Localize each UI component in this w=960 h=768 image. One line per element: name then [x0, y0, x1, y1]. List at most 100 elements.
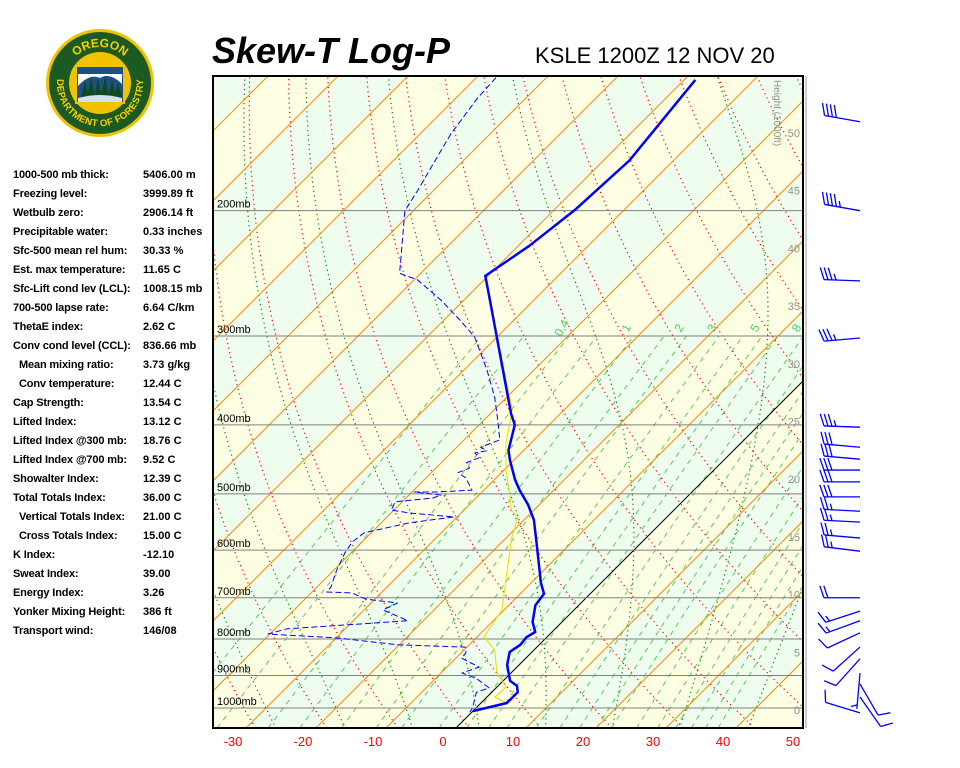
wind-barb — [819, 507, 861, 523]
mixing-ratio-line — [213, 335, 482, 674]
background-bands — [0, 76, 803, 728]
stat-label: Precipitable water: — [13, 226, 108, 238]
stat-value: 30.33 % — [143, 245, 184, 257]
mixing-ratio-line — [216, 335, 525, 728]
height-tick-label: 30 — [788, 359, 800, 371]
stat-row: Mean mixing ratio: 3.73 g/kg — [13, 359, 213, 378]
wind-barbs — [817, 102, 894, 728]
wind-barb — [859, 683, 891, 716]
isotherm — [213, 76, 549, 412]
pressure-label: 400mb — [217, 413, 251, 425]
stat-row: Conv cond level (CCL): 836.66 mb — [13, 340, 213, 359]
isotherm — [385, 310, 803, 728]
stat-label: 700-500 lapse rate: — [13, 302, 109, 314]
isobars — [213, 210, 803, 709]
stat-row: Cap Strength: 13.54 C — [13, 397, 213, 416]
dry-adiabat — [561, 76, 803, 512]
dry-adiabat — [213, 489, 328, 728]
pressure-label: 600mb — [217, 538, 251, 550]
dry-adiabat — [871, 70, 960, 728]
stat-value: 12.39 C — [143, 473, 182, 485]
sounding-series — [267, 77, 697, 713]
stat-row: Energy Index: 3.26 — [13, 587, 213, 606]
isotherm — [595, 520, 803, 728]
stat-value: 21.00 C — [143, 511, 182, 523]
temperature-band — [0, 76, 128, 728]
height-tick-label: 0 — [794, 705, 800, 717]
stat-label: Cross Totals Index: — [19, 530, 118, 542]
stat-value: 0.33 inches — [143, 226, 203, 238]
mixing-ratio-line — [705, 565, 803, 728]
stat-value: 2.62 C — [143, 321, 176, 333]
axis-labels: 200mb 300mb 400mb 500mb 600mb 700mb 800mb 900mb… — [217, 80, 804, 749]
stat-value: -12.10 — [143, 549, 175, 561]
dry-adiabat — [483, 76, 803, 643]
wind-barb — [817, 610, 861, 623]
stat-label: Lifted Index @700 mb: — [13, 454, 127, 466]
stat-label: Sweat Index: — [13, 568, 79, 580]
isotherm — [665, 590, 803, 728]
stat-label: ThetaE index: — [13, 321, 84, 333]
stat-value: 1008.15 mb — [143, 283, 203, 295]
temperature-tick-label: 0 — [439, 734, 446, 749]
stat-value: 11.65 C — [143, 264, 181, 276]
moist-adiabat — [747, 585, 803, 728]
stat-row: Est. max temperature: 11.65 C — [13, 264, 213, 283]
stat-row: Yonker Mixing Height: 386 ft — [13, 606, 213, 625]
temperature-tick-label: -30 — [224, 734, 243, 749]
stat-value: 6.64 C/km — [143, 302, 195, 314]
stat-value: 12.44 C — [143, 378, 182, 390]
dry-adiabat — [28, 70, 113, 728]
isotherm — [213, 76, 479, 342]
temperature-band — [0, 76, 198, 728]
height-tick-label: 25 — [788, 417, 800, 429]
wind-barb — [850, 672, 861, 709]
moist-adiabat — [817, 66, 960, 729]
isotherm — [0, 76, 128, 728]
wind-barb — [819, 585, 860, 599]
height-axis-label: Height (1000ft) — [771, 80, 782, 146]
mixing-ratio-line — [610, 431, 803, 728]
temperature-tick-label: -10 — [364, 734, 383, 749]
height-tick-label: 35 — [788, 301, 800, 313]
stat-label: Cap Strength: — [13, 397, 84, 409]
pressure-label: 800mb — [217, 627, 251, 639]
dry-adiabat — [0, 70, 41, 728]
dry-adiabat — [213, 236, 399, 728]
stat-label: Mean mixing ratio: — [19, 359, 114, 371]
mixing-ratio-line — [675, 521, 803, 728]
wind-barb — [821, 191, 861, 212]
pressure-label: 900mb — [217, 663, 251, 675]
sounding-indices-panel: 1000-500 mb thick: 5406.00 m Freezing leve… — [13, 169, 213, 644]
stat-row: Conv temperature: 12.44 C — [13, 378, 213, 397]
mixing-ratio-line — [579, 390, 803, 728]
stat-label: Est. max temperature: — [13, 264, 126, 276]
mixing-ratio-line — [657, 495, 803, 728]
dry-adiabat — [405, 76, 755, 728]
wind-barb — [819, 413, 861, 428]
height-tick-label: 40 — [788, 243, 800, 255]
mixing-ratio-line — [267, 335, 570, 728]
stat-label: Sfc-500 mean rel hum: — [13, 245, 128, 257]
wind-barb — [823, 658, 861, 687]
stat-row: 700-500 lapse rate: 6.64 C/km — [13, 302, 213, 321]
pressure-label: 500mb — [217, 482, 251, 494]
wind-barb — [824, 689, 861, 714]
height-tick-label: 15 — [788, 532, 800, 544]
wind-barb — [820, 443, 861, 460]
thermodynamic-lines — [0, 66, 960, 729]
stat-row: Total Totals Index: 36.00 C — [13, 492, 213, 511]
wind-barb — [818, 632, 861, 649]
stat-value: 13.12 C — [143, 416, 182, 428]
stat-row: Freezing level: 3999.89 ft — [13, 188, 213, 207]
wind-barb — [817, 620, 861, 634]
stat-value: 3.26 — [143, 587, 165, 599]
stat-label: Conv temperature: — [19, 378, 115, 390]
pressure-label: 700mb — [217, 586, 251, 598]
wind-barb — [819, 496, 861, 512]
stat-value: 836.66 mb — [143, 340, 197, 352]
stat-value: 3999.89 ft — [143, 188, 194, 200]
dewpoint-line — [267, 77, 501, 713]
stat-row: Wetbulb zero: 2906.14 ft — [13, 207, 213, 226]
